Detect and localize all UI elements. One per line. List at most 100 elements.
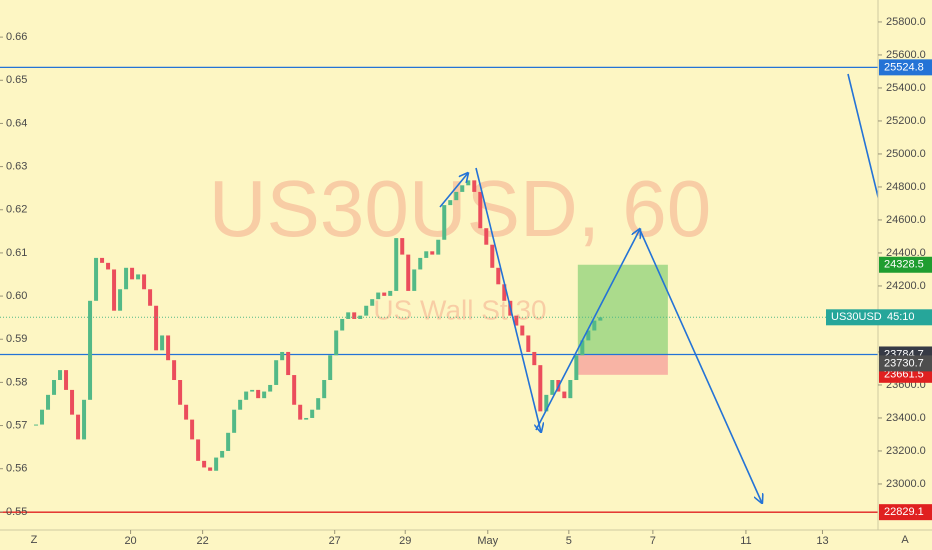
candle [526, 335, 531, 352]
x-tick-label: 20 [124, 535, 136, 547]
price-label-text: 22829.1 [884, 506, 924, 518]
candle [226, 432, 231, 451]
candle [40, 409, 45, 425]
candle [484, 228, 489, 245]
candle [316, 398, 321, 410]
candle [118, 289, 123, 311]
candle [562, 391, 567, 399]
price-label-text: 24328.5 [884, 259, 924, 271]
candle [160, 335, 165, 351]
candle [214, 457, 219, 471]
candle [250, 389, 255, 392]
y2-tick-label: 0.59 [6, 333, 27, 345]
candle [442, 205, 447, 240]
y-tick-label: 23200.0 [886, 445, 926, 457]
candle [88, 300, 93, 400]
candle [190, 419, 195, 440]
price-label: 22829.1 [879, 504, 932, 521]
candle [436, 239, 441, 255]
candle [292, 375, 297, 405]
candle [148, 289, 153, 306]
candle [172, 360, 177, 381]
candle [376, 292, 381, 300]
candle [424, 251, 429, 258]
candle [274, 360, 279, 385]
candle [364, 305, 369, 316]
y2-tick-label: 0.61 [6, 247, 27, 259]
candle [478, 191, 483, 229]
candle [256, 389, 261, 399]
y2-tick-label: 0.63 [6, 161, 27, 173]
candle [460, 185, 465, 192]
candle [232, 409, 237, 433]
y2-tick-label: 0.55 [6, 506, 27, 518]
price-label-bg [879, 256, 932, 273]
y-tick-label: 25000.0 [886, 148, 926, 160]
candle [142, 274, 147, 290]
candle [64, 370, 69, 390]
plot-layer [0, 66, 878, 513]
candle [94, 257, 99, 301]
y-tick-label: 24800.0 [886, 181, 926, 193]
candle [586, 330, 591, 341]
candle [238, 399, 243, 410]
y-tick-label: 25800.0 [886, 16, 926, 28]
candle [202, 460, 207, 468]
price-label: 24328.5 [879, 256, 932, 273]
candle [130, 267, 135, 280]
y2-tick-label: 0.58 [6, 376, 27, 388]
y2-tick-label: 0.57 [6, 419, 27, 431]
x-tick-label: 13 [816, 535, 828, 547]
candle [136, 274, 141, 280]
candle [76, 414, 81, 440]
candle [538, 365, 543, 412]
y-tick-label: 24400.0 [886, 247, 926, 259]
axis-layer: 23000.023200.023400.023600.023800.024000… [0, 16, 932, 547]
candle [448, 200, 453, 206]
candle [70, 389, 75, 415]
price-label-text: 25524.8 [884, 61, 924, 73]
candle [592, 320, 597, 331]
candle [112, 269, 117, 311]
candle [580, 340, 585, 356]
price-label-bg [879, 355, 932, 372]
candle [412, 269, 417, 291]
y-tick-label: 24600.0 [886, 214, 926, 226]
x-tick-label: May [477, 535, 498, 547]
candle [154, 305, 159, 351]
candle [472, 180, 477, 192]
x-tick-label: 22 [196, 535, 208, 547]
candle [196, 439, 201, 461]
candle [52, 380, 57, 395]
candle [430, 251, 435, 255]
candle [346, 312, 351, 319]
drawings [439, 73, 881, 503]
candle [106, 262, 111, 270]
y-tick-label: 23400.0 [886, 412, 926, 424]
candle [100, 257, 105, 263]
symbol-tag: US30USD 45:10 [826, 309, 932, 326]
candle [382, 292, 387, 296]
candle [328, 355, 333, 381]
y-tick-label: 24200.0 [886, 280, 926, 292]
candle [394, 238, 399, 291]
candle [418, 257, 423, 270]
x-tick-label: 27 [329, 535, 341, 547]
candle [406, 254, 411, 291]
candle [208, 467, 213, 471]
drawing-arrow [439, 173, 468, 208]
candle [268, 384, 273, 392]
drawing-arrow [639, 229, 762, 503]
corner-label: Z [31, 534, 38, 546]
candle [82, 399, 87, 440]
drawing-line [847, 73, 881, 206]
x-tick-label: 11 [740, 535, 751, 547]
candle [568, 380, 573, 399]
x-tick-label: 7 [650, 535, 656, 547]
drawing-arrow [475, 167, 541, 432]
candle [34, 424, 39, 426]
y2-tick-label: 0.60 [6, 290, 27, 302]
candle [340, 318, 345, 331]
candle [370, 299, 375, 306]
